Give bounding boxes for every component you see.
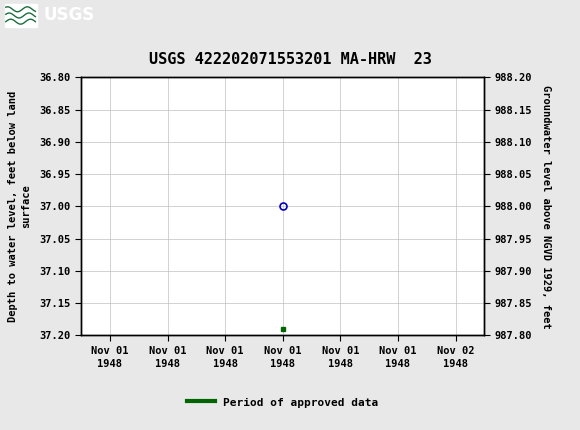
Y-axis label: Groundwater level above NGVD 1929, feet: Groundwater level above NGVD 1929, feet (541, 85, 550, 328)
Legend: Period of approved data: Period of approved data (182, 392, 383, 412)
Text: USGS: USGS (44, 6, 95, 25)
Y-axis label: Depth to water level, feet below land
surface: Depth to water level, feet below land su… (8, 91, 31, 322)
FancyBboxPatch shape (5, 4, 37, 27)
Text: USGS 422202071553201 MA-HRW  23: USGS 422202071553201 MA-HRW 23 (148, 52, 432, 67)
